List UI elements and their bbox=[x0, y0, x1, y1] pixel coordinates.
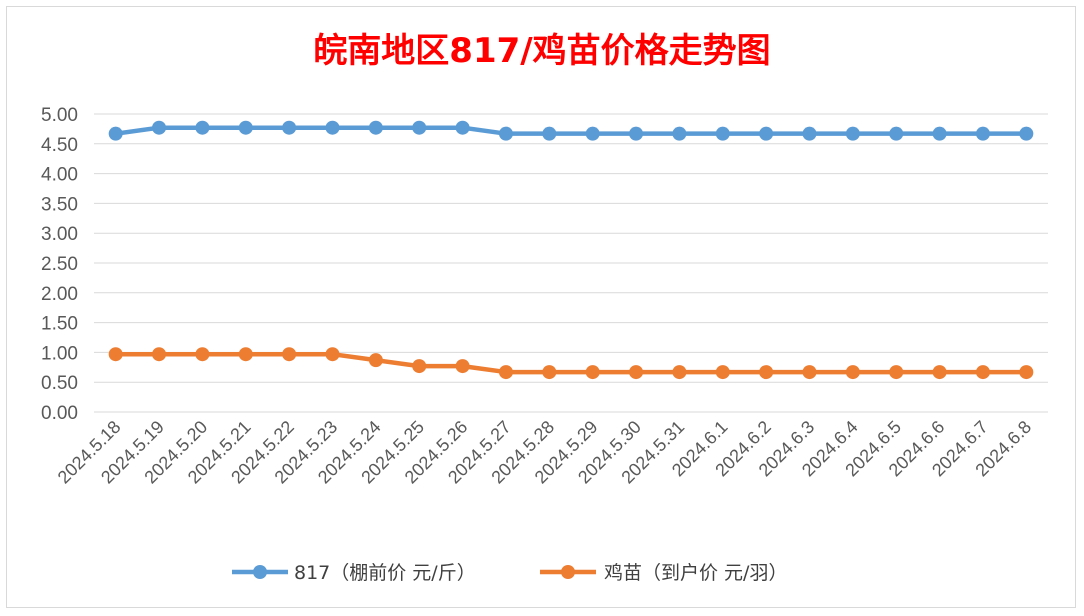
data-point bbox=[238, 347, 253, 362]
data-point bbox=[455, 120, 470, 135]
y-tick-label: 3.00 bbox=[41, 224, 78, 245]
y-tick-label: 0.00 bbox=[41, 403, 78, 424]
data-point bbox=[629, 365, 644, 380]
legend: 817（棚前价 元/斤） 鸡苗（到户价 元/羽） bbox=[232, 562, 787, 584]
y-tick-label: 2.00 bbox=[41, 284, 78, 305]
data-point bbox=[368, 353, 383, 368]
data-point bbox=[932, 365, 947, 380]
data-point bbox=[238, 120, 253, 135]
data-point bbox=[585, 126, 600, 141]
data-point bbox=[498, 126, 513, 141]
y-tick-label: 5.00 bbox=[41, 105, 78, 126]
data-point bbox=[542, 126, 557, 141]
data-point bbox=[108, 126, 123, 141]
data-point bbox=[802, 126, 817, 141]
data-point bbox=[845, 365, 860, 380]
data-point bbox=[108, 347, 123, 362]
data-point bbox=[629, 126, 644, 141]
data-point bbox=[195, 347, 210, 362]
data-point bbox=[152, 347, 167, 362]
data-point bbox=[152, 120, 167, 135]
data-point bbox=[1019, 365, 1034, 380]
data-point bbox=[585, 365, 600, 380]
chart-frame bbox=[6, 6, 1076, 608]
series-line bbox=[115, 351, 1027, 375]
data-point bbox=[325, 120, 340, 135]
grid-lines bbox=[94, 113, 1048, 413]
data-point bbox=[672, 365, 687, 380]
data-point bbox=[802, 365, 817, 380]
data-point bbox=[975, 365, 990, 380]
data-point bbox=[975, 126, 990, 141]
series-group bbox=[108, 120, 1034, 380]
y-tick-label: 4.00 bbox=[41, 165, 78, 186]
data-point bbox=[715, 126, 730, 141]
x-axis-ticks: 2024.5.182024.5.192024.5.202024.5.212024… bbox=[54, 417, 1035, 488]
data-point bbox=[368, 120, 383, 135]
legend-label: 鸡苗（到户价 元/羽） bbox=[604, 562, 787, 584]
data-point bbox=[412, 120, 427, 135]
data-point bbox=[195, 120, 210, 135]
legend-marker bbox=[561, 565, 575, 579]
y-tick-label: 1.00 bbox=[41, 343, 78, 364]
y-axis-ticks: 0.00 0.50 1.00 1.50 2.00 2.50 3.00 3.50 4.00 4.50… bbox=[41, 105, 78, 424]
chart-title: 皖南地区817/鸡苗价格走势图 bbox=[313, 31, 770, 71]
y-tick-label: 0.50 bbox=[41, 373, 78, 394]
data-point bbox=[498, 365, 513, 380]
data-point bbox=[845, 126, 860, 141]
data-point bbox=[715, 365, 730, 380]
legend-label: 817（棚前价 元/斤） bbox=[294, 562, 476, 584]
y-tick-label: 3.50 bbox=[41, 194, 78, 215]
data-point bbox=[759, 365, 774, 380]
data-point bbox=[455, 359, 470, 374]
legend-marker bbox=[253, 565, 267, 579]
y-tick-label: 4.50 bbox=[41, 135, 78, 156]
data-point bbox=[889, 126, 904, 141]
data-point bbox=[282, 120, 297, 135]
y-tick-label: 2.50 bbox=[41, 254, 78, 275]
data-point bbox=[325, 347, 340, 362]
data-point bbox=[282, 347, 297, 362]
data-point bbox=[932, 126, 947, 141]
y-tick-label: 1.50 bbox=[41, 314, 78, 335]
series-line bbox=[115, 125, 1027, 136]
data-point bbox=[542, 365, 557, 380]
data-point bbox=[672, 126, 687, 141]
data-point bbox=[412, 359, 427, 374]
data-point bbox=[759, 126, 774, 141]
data-point bbox=[1019, 126, 1034, 141]
data-point bbox=[889, 365, 904, 380]
